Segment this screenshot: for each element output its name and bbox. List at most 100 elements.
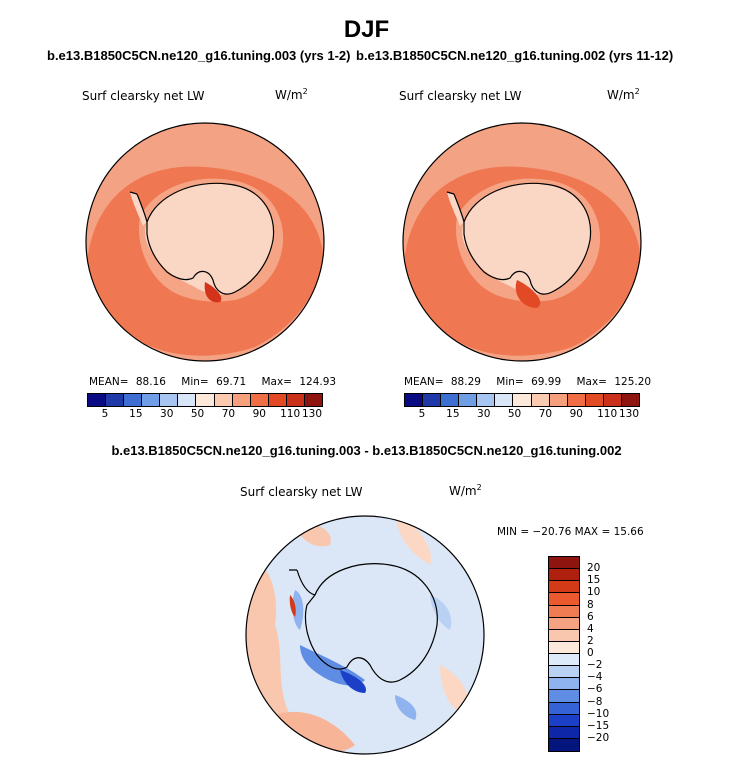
left-max-label: Max= [261,376,292,388]
left-min-label: Min= [181,376,209,388]
diff-unit-exp: 2 [476,483,482,492]
right-map-coastline [446,182,592,295]
diff-colorbar-swatch [549,666,579,679]
left-map-weddell-hotspot [204,282,222,303]
diff-colorbar-swatch [549,557,579,570]
right-colorbar-swatch [567,394,586,406]
right-colorbar-swatch [405,394,424,406]
right-unit-exp: 2 [634,87,640,96]
right-map-antarctica [462,183,591,295]
right-mean-label: MEAN= [404,376,444,388]
right-colorbar-tick-label: 30 [477,408,491,420]
diff-colorbar-swatch [549,654,579,667]
right-colorbar [404,393,640,407]
diff-colorbar-swatch [549,678,579,691]
right-colorbar-swatch [549,394,568,406]
left-map-border [85,122,325,362]
left-colorbar-tick-label: 30 [160,408,174,420]
diff-polar-map [245,515,485,755]
diff-map-pos-north [395,516,431,565]
left-unit-base: W/m [275,88,303,102]
right-colorbar-tick-label: 70 [538,408,553,420]
diff-colorbar-swatch [549,726,579,739]
right-colorbar-swatch [531,394,550,406]
left-map-peninsula [130,192,147,226]
left-colorbar-tick-label: 90 [252,408,266,420]
diff-plot-title: Surf clearsky net LW [240,485,363,499]
diff-colorbar-swatch [549,605,579,618]
diff-colorbar-tick-label: 6 [587,610,594,623]
right-colorbar-swatch [441,394,460,406]
left-colorbar-tick-label: 110 [280,408,301,420]
left-colorbar-ticks: 5 15 30 50 70 90 110 130 [87,408,323,422]
right-colorbar-tick-label: 5 [418,408,426,420]
diff-map-pos-east [440,665,469,715]
right-colorbar-tick-label: 90 [569,408,583,420]
right-colorbar-tick-label: 110 [597,408,618,420]
diff-colorbar-swatch [549,714,579,727]
left-mean-label: MEAN= [89,376,129,388]
diff-colorbar-tick-label: −2 [587,659,603,672]
left-plot-unit: W/m2 [275,87,308,102]
diff-colorbar-swatch [549,629,579,642]
diff-colorbar-tick-label: −4 [587,671,603,684]
right-colorbar-swatch [621,394,640,406]
diff-colorbar-tick-label: 4 [587,622,594,635]
diff-colorbar-tick-label: 20 [587,562,601,575]
right-plot-title: Surf clearsky net LW [399,89,522,103]
diff-colorbar-tick-label: −6 [587,683,603,696]
diff-colorbar-swatch [549,581,579,594]
left-colorbar-tick-label: 70 [221,408,236,420]
diff-colorbar-tick-label: 0 [587,647,594,659]
left-colorbar-swatch [268,394,287,406]
diff-colorbar-swatch [549,569,579,582]
diff-map-neg-core [340,670,366,693]
left-colorbar-swatch [160,394,179,406]
right-max-label: Max= [576,376,607,388]
left-map-coastline [129,182,275,295]
diff-case-title: b.e13.B1850C5CN.ne120_g16.tuning.003 - b… [111,443,622,458]
diff-colorbar-swatch [549,641,579,654]
left-colorbar-tick-label: 50 [190,408,205,420]
diff-minmax: MIN = −20.76 MAX = 15.66 [497,526,644,538]
left-colorbar-tick-label: 130 [301,408,323,420]
diff-colorbar-tick-label: −15 [587,719,610,732]
right-unit-base: W/m [607,88,635,102]
right-colorbar-swatch [495,394,514,406]
left-colorbar-swatch [124,394,143,406]
diff-colorbar-tick-label: −10 [587,707,610,720]
left-colorbar-swatch [142,394,161,406]
diff-colorbar [548,556,580,752]
diff-map-neg-south [395,695,417,720]
diff-unit-base: W/m [449,484,477,498]
diff-colorbar-swatch [549,690,579,703]
diff-colorbar-tick-label: 8 [587,598,594,611]
right-colorbar-swatch [513,394,532,406]
left-min-value: 69.71 [216,376,247,388]
left-plot-title: Surf clearsky net LW [82,89,205,103]
diff-map-border [245,515,485,755]
right-colorbar-swatch [459,394,478,406]
left-colorbar-tick-label: 5 [101,408,109,420]
left-mean-value: 88.16 [135,376,166,388]
right-min-value: 69.99 [531,376,562,388]
case-left-title: b.e13.B1850C5CN.ne120_g16.tuning.003 (yr… [47,48,351,63]
right-colorbar-swatch [423,394,442,406]
left-polar-map [85,122,325,362]
diff-colorbar-ticks: 20 15 10 8 6 4 2 0 −2 −4 −6 −8 −10 −15 −20 [587,556,627,750]
right-map-weddell-hotspot [515,280,541,308]
diff-colorbar-tick-label: −8 [587,695,603,708]
right-map-peninsula [447,192,464,226]
left-colorbar-swatch [196,394,215,406]
left-max-value: 124.93 [299,376,337,388]
right-map-border [402,122,642,362]
left-colorbar-swatch [286,394,305,406]
diff-plot-unit: W/m2 [449,483,482,498]
right-mean-value: 88.29 [450,376,481,388]
left-colorbar [87,393,323,407]
right-plot-unit: W/m2 [607,87,640,102]
right-colorbar-swatch [585,394,604,406]
right-stats: MEAN= 88.29 Min= 69.99 Max= 125.20 [404,376,651,388]
case-right-title: b.e13.B1850C5CN.ne120_g16.tuning.002 (yr… [356,48,674,63]
page-title: DJF [343,16,390,43]
